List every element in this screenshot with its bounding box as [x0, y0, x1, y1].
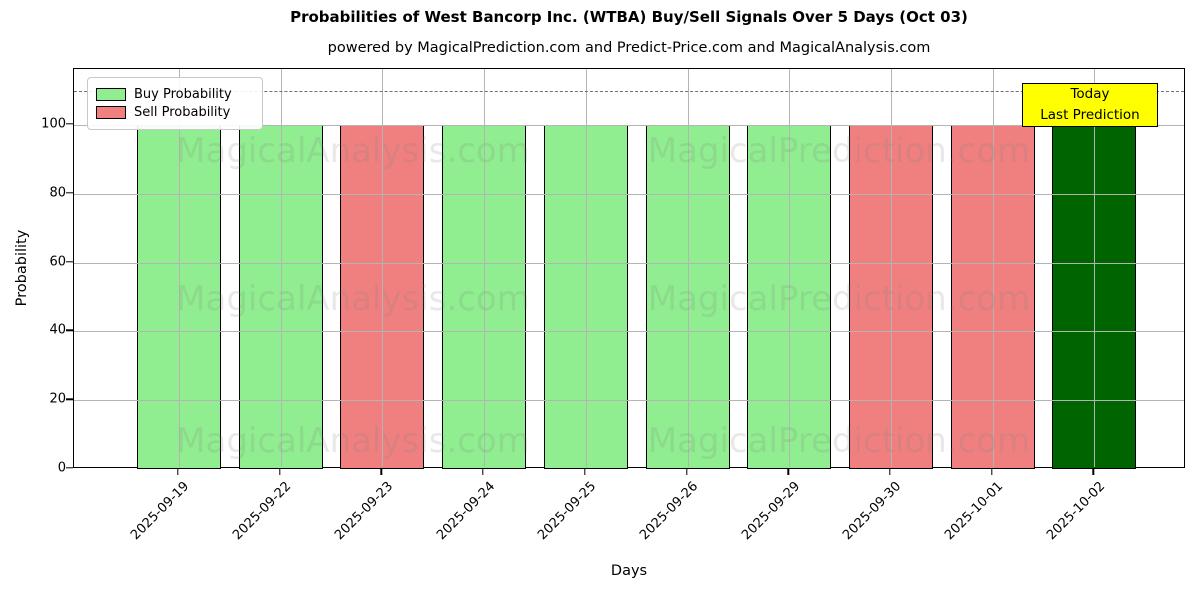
- y-tick-mark: [66, 123, 73, 125]
- v-gridline: [382, 69, 384, 467]
- v-gridline: [789, 69, 791, 467]
- h-gridline-100: [74, 125, 1184, 127]
- x-tick-mark: [278, 468, 281, 475]
- x-tick-label: 2025-09-30: [840, 479, 905, 544]
- x-tick-label: 2025-09-29: [738, 479, 803, 544]
- y-tick-label-60: 60: [49, 254, 66, 270]
- x-tick-label: 2025-09-26: [637, 479, 702, 544]
- watermark-magicalprediction: MagicalPrediction.com: [647, 421, 1031, 461]
- x-tick-label: 2025-10-02: [1043, 479, 1108, 544]
- x-tick-label: 2025-09-19: [128, 479, 193, 544]
- x-axis-label: Days: [610, 563, 648, 579]
- v-gridline: [992, 69, 994, 467]
- y-tick-mark: [66, 398, 73, 400]
- x-tick-label: 2025-09-22: [230, 479, 295, 544]
- plot-area: MagicalAnalysis.com MagicalPrediction.com…: [73, 68, 1185, 469]
- legend: Buy Probability Sell Probability: [87, 77, 263, 130]
- y-axis-label: Probability: [14, 229, 30, 307]
- y-tick-label-80: 80: [49, 185, 66, 201]
- today-annotation-line2: Last Prediction: [1040, 106, 1140, 123]
- watermark-magicalanalysis: MagicalAnalysis.com: [176, 279, 530, 319]
- v-gridline: [1094, 69, 1096, 467]
- watermark-magicalprediction: MagicalPrediction.com: [647, 279, 1031, 319]
- y-tick-mark: [66, 467, 73, 469]
- y-tick-label-0: 0: [57, 460, 66, 476]
- watermark-magicalanalysis: MagicalAnalysis.com: [176, 421, 530, 461]
- v-gridline: [280, 69, 282, 467]
- buy-color-swatch: [96, 88, 126, 101]
- x-tick-mark: [1092, 468, 1094, 475]
- x-tick-mark: [787, 468, 789, 475]
- today-annotation: Today Last Prediction: [1022, 83, 1158, 127]
- chart-title: Probabilities of West Bancorp Inc. (WTBA…: [290, 8, 968, 26]
- y-tick-mark: [66, 260, 73, 263]
- x-tick-mark: [889, 468, 891, 475]
- x-tick-label: 2025-09-23: [331, 479, 397, 544]
- x-tick-mark: [990, 468, 993, 475]
- x-tick-label: 2025-09-25: [535, 479, 600, 544]
- h-gridline-20: [74, 400, 1184, 402]
- v-gridline: [890, 69, 892, 467]
- y-tick-mark: [66, 329, 73, 332]
- today-annotation-line1: Today: [1070, 86, 1110, 102]
- legend-label-buy: Buy Probability: [134, 87, 232, 102]
- v-gridline: [179, 69, 180, 467]
- y-tick-label-100: 100: [41, 116, 66, 132]
- legend-item-buy: Buy Probability: [96, 87, 252, 102]
- sell-color-swatch: [96, 106, 126, 119]
- reference-dashed-line: [74, 90, 1184, 92]
- chart-subtitle: powered by MagicalPrediction.com and Pre…: [327, 40, 931, 56]
- y-tick-label-20: 20: [49, 391, 66, 407]
- x-tick-mark: [685, 468, 688, 475]
- watermark-magicalprediction: MagicalPrediction.com: [647, 131, 1031, 171]
- v-gridline: [484, 69, 486, 467]
- x-tick-label: 2025-09-24: [433, 479, 498, 544]
- x-tick-mark: [380, 468, 383, 475]
- y-tick-mark: [66, 192, 73, 194]
- x-tick-mark: [482, 468, 484, 475]
- x-tick-mark: [177, 468, 179, 475]
- watermark-magicalanalysis: MagicalAnalysis.com: [176, 131, 530, 171]
- legend-item-sell: Sell Probability: [96, 105, 252, 120]
- h-gridline-40: [74, 331, 1184, 333]
- h-gridline-80: [74, 193, 1184, 195]
- v-gridline: [585, 69, 587, 467]
- x-tick-mark: [584, 468, 586, 475]
- h-gridline-60: [74, 262, 1184, 264]
- v-gridline: [687, 69, 689, 467]
- x-tick-label: 2025-10-01: [942, 479, 1007, 544]
- legend-label-sell: Sell Probability: [134, 105, 231, 120]
- y-tick-label-40: 40: [49, 322, 66, 338]
